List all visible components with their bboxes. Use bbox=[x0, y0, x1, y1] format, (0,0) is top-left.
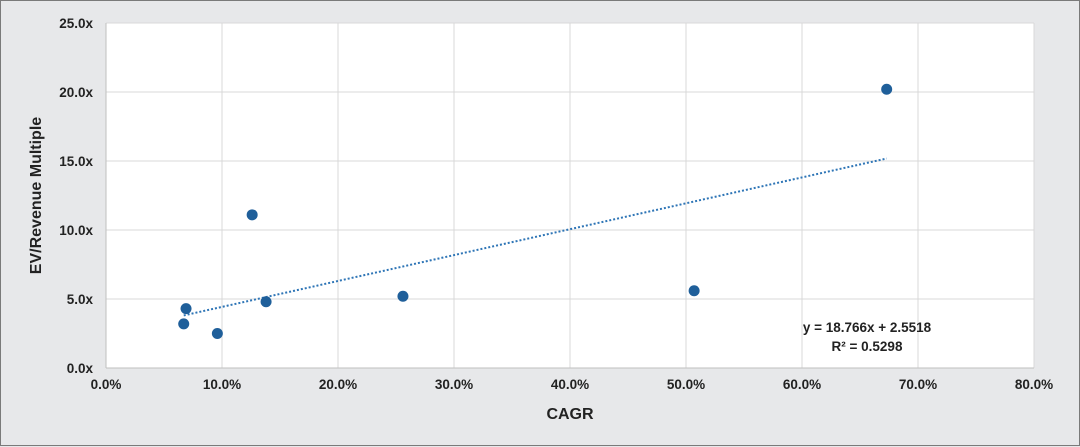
data-point bbox=[246, 209, 258, 221]
x-tick-labels: 0.0% 10.0% 20.0% 30.0% 40.0% 50.0% 60.0% 70.0% 8… bbox=[91, 377, 1054, 392]
x-tick-label: 70.0% bbox=[899, 377, 937, 392]
y-tick-label: 10.0x bbox=[59, 223, 93, 238]
trendline bbox=[183, 157, 887, 317]
x-tick-label: 80.0% bbox=[1015, 377, 1053, 392]
trendline-equation: y = 18.766x + 2.5518 bbox=[803, 320, 932, 335]
data-point bbox=[180, 303, 192, 315]
y-axis-title: EV/Revenue Multiple bbox=[28, 117, 45, 274]
y-tick-label: 15.0x bbox=[59, 154, 93, 169]
x-tick-label: 40.0% bbox=[551, 377, 589, 392]
data-point bbox=[881, 83, 893, 95]
data-point bbox=[260, 296, 272, 308]
x-tick-label: 50.0% bbox=[667, 377, 705, 392]
data-point bbox=[688, 285, 700, 297]
data-point bbox=[397, 290, 409, 302]
x-tick-label: 10.0% bbox=[203, 377, 241, 392]
x-tick-label: 30.0% bbox=[435, 377, 473, 392]
x-tick-label: 20.0% bbox=[319, 377, 357, 392]
y-tick-label: 20.0x bbox=[59, 85, 93, 100]
trendline-r-squared: R² = 0.5298 bbox=[832, 339, 903, 354]
data-points bbox=[178, 83, 893, 339]
y-tick-label: 0.0x bbox=[67, 361, 94, 376]
y-tick-label: 5.0x bbox=[67, 292, 94, 307]
data-point bbox=[211, 328, 223, 339]
x-tick-label: 60.0% bbox=[783, 377, 821, 392]
axes bbox=[105, 23, 1034, 369]
y-tick-labels: 0.0x 5.0x 10.0x 15.0x 20.0x 25.0x bbox=[59, 16, 93, 376]
data-point bbox=[178, 318, 190, 330]
x-tick-label: 0.0% bbox=[91, 377, 122, 392]
x-axis-title: CAGR bbox=[546, 406, 594, 423]
y-tick-label: 25.0x bbox=[59, 16, 93, 31]
